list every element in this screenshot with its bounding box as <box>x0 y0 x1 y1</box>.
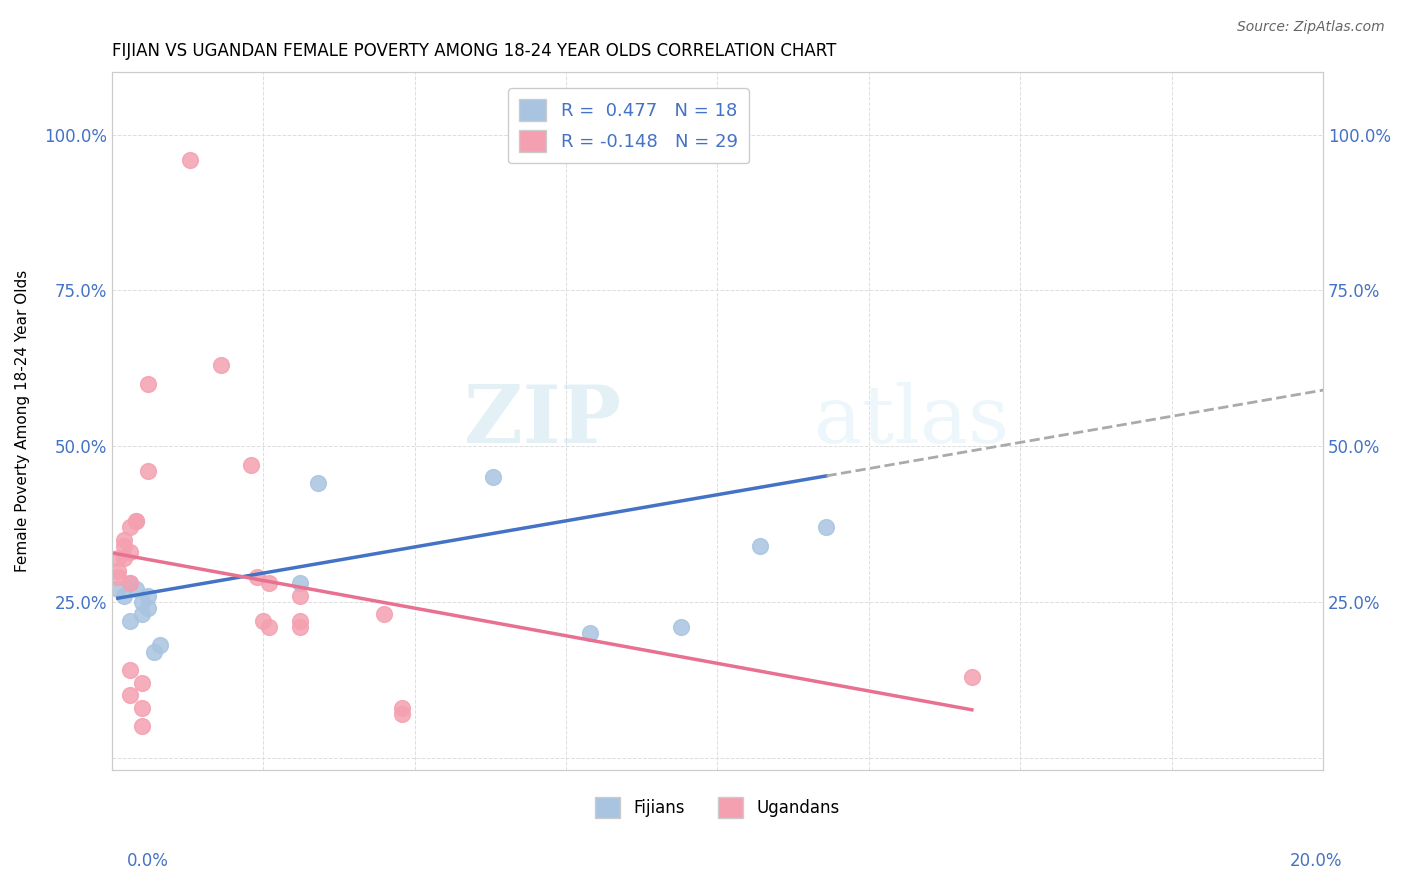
Point <box>288 576 311 591</box>
Point <box>209 358 232 372</box>
Point <box>107 564 129 578</box>
Point <box>288 614 311 628</box>
Point <box>112 533 135 547</box>
Legend: Fijians, Ugandans: Fijians, Ugandans <box>588 791 846 824</box>
Point <box>131 675 153 690</box>
Point <box>136 601 159 615</box>
Point <box>257 620 280 634</box>
Point <box>136 464 159 478</box>
Point <box>107 582 129 597</box>
Text: ZIP: ZIP <box>464 382 620 460</box>
Point <box>131 719 153 733</box>
Point <box>391 700 413 714</box>
Point <box>118 576 141 591</box>
Point <box>252 614 274 628</box>
Point <box>548 128 571 142</box>
Point <box>136 589 159 603</box>
Point <box>118 688 141 702</box>
Point <box>391 706 413 721</box>
Point <box>579 626 602 640</box>
Point <box>107 551 129 566</box>
Point <box>118 576 141 591</box>
Point <box>107 570 129 584</box>
Point <box>131 700 153 714</box>
Point <box>288 589 311 603</box>
Point <box>179 153 201 167</box>
Point <box>246 570 269 584</box>
Point <box>131 595 153 609</box>
Point <box>118 614 141 628</box>
Point <box>149 639 172 653</box>
Text: Source: ZipAtlas.com: Source: ZipAtlas.com <box>1237 20 1385 34</box>
Text: 0.0%: 0.0% <box>127 852 169 870</box>
Point <box>748 539 770 553</box>
Point <box>125 582 148 597</box>
Text: atlas: atlas <box>814 382 1010 460</box>
Point <box>257 576 280 591</box>
Point <box>669 620 692 634</box>
Point <box>307 476 329 491</box>
Point <box>960 669 983 683</box>
Point <box>118 545 141 559</box>
Text: 20.0%: 20.0% <box>1291 852 1343 870</box>
Point <box>118 520 141 534</box>
Point <box>136 376 159 391</box>
Point <box>482 470 505 484</box>
Point <box>112 589 135 603</box>
Point <box>815 520 838 534</box>
Text: FIJIAN VS UGANDAN FEMALE POVERTY AMONG 18-24 YEAR OLDS CORRELATION CHART: FIJIAN VS UGANDAN FEMALE POVERTY AMONG 1… <box>111 42 837 60</box>
Point <box>143 645 166 659</box>
Point <box>125 514 148 528</box>
Point <box>131 607 153 622</box>
Y-axis label: Female Poverty Among 18-24 Year Olds: Female Poverty Among 18-24 Year Olds <box>15 270 30 573</box>
Point <box>288 620 311 634</box>
Point <box>112 551 135 566</box>
Point <box>240 458 263 472</box>
Point <box>125 514 148 528</box>
Point <box>118 664 141 678</box>
Point <box>373 607 395 622</box>
Point <box>112 539 135 553</box>
